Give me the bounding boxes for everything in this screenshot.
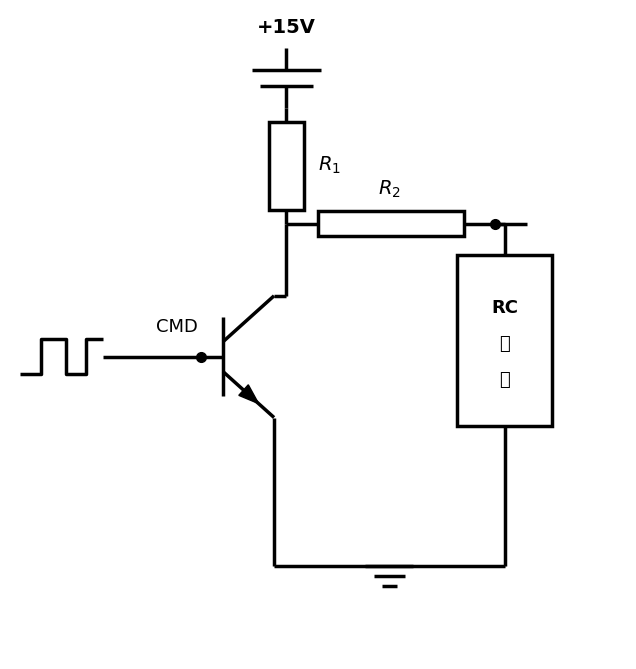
Text: CMD: CMD (156, 318, 198, 337)
Text: $R_1$: $R_1$ (318, 155, 341, 177)
Text: +15V: +15V (257, 18, 316, 37)
Bar (318, 211, 464, 236)
Text: 网: 网 (499, 335, 510, 353)
Bar (268, 122, 304, 210)
Text: 络: 络 (499, 371, 510, 389)
Text: $R_2$: $R_2$ (378, 179, 401, 199)
Polygon shape (238, 385, 259, 403)
Text: RC: RC (491, 299, 518, 317)
Bar (457, 256, 552, 426)
